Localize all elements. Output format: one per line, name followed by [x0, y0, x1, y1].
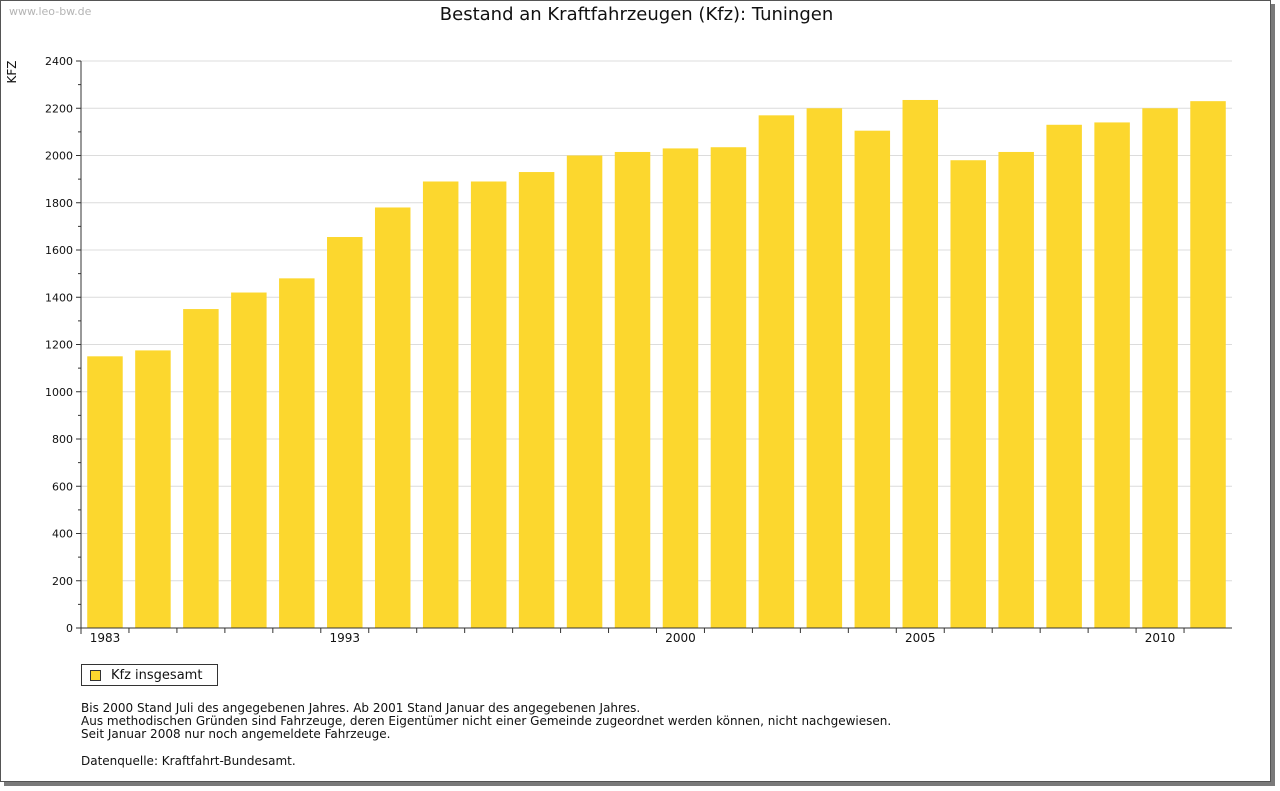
footnote-line: Seit Januar 2008 nur noch angemeldete Fa… — [81, 727, 391, 741]
legend-swatch — [90, 669, 101, 681]
bar — [422, 181, 459, 629]
y-tick-label: 0 — [66, 622, 73, 635]
bars — [87, 99, 1226, 629]
bar — [1190, 101, 1226, 628]
y-tick-label: 800 — [52, 433, 73, 446]
y-tick-label: 2000 — [45, 150, 73, 163]
legend-label: Kfz insgesamt — [111, 667, 203, 683]
x-tick-label: 1983 — [90, 631, 121, 645]
bar — [998, 151, 1034, 628]
footnote-line: Aus methodischen Gründen sind Fahrzeuge,… — [81, 714, 892, 728]
bar — [710, 147, 747, 629]
bar — [135, 350, 171, 628]
y-tick-label: 200 — [52, 575, 73, 588]
bar — [87, 356, 123, 628]
gridlines — [81, 60, 1232, 582]
y-tick-label: 1000 — [45, 386, 73, 399]
footnotes: Bis 2000 Stand Juli des angegebenen Jahr… — [81, 702, 891, 741]
bar — [854, 130, 891, 628]
data-source: Datenquelle: Kraftfahrt-Bundesamt. — [81, 754, 296, 768]
bar — [327, 237, 363, 628]
bar — [758, 115, 795, 629]
bar — [279, 278, 315, 628]
y-tick-label: 1800 — [45, 197, 73, 210]
y-tick-label: 1600 — [45, 244, 73, 257]
bar — [1142, 108, 1178, 628]
x-tick-label: 2000 — [665, 631, 696, 645]
bar — [374, 207, 411, 628]
bar — [231, 292, 267, 628]
y-axis-label: KFZ — [5, 61, 19, 84]
y-tick-label: 400 — [52, 528, 73, 541]
axes: 0 200 400 600 800 1000 1200 1400 1600 1800 2000 220… — [45, 55, 1232, 645]
y-tick-label: 2400 — [45, 55, 73, 68]
x-tick-label: 1993 — [329, 631, 360, 645]
y-tick-label: 2200 — [45, 102, 73, 115]
y-tick-label: 1200 — [45, 339, 73, 352]
x-tick-label: 2010 — [1145, 631, 1176, 645]
watermark: www.leo-bw.de — [9, 5, 92, 18]
bar — [902, 99, 939, 629]
bar — [950, 160, 986, 629]
bar — [183, 309, 219, 628]
bar — [470, 181, 507, 629]
bar — [566, 155, 603, 628]
bar — [1046, 124, 1082, 628]
legend: Kfz insgesamt — [81, 664, 218, 686]
bar — [614, 151, 651, 628]
bar — [1094, 122, 1130, 629]
bar — [806, 108, 843, 628]
chart-title: Bestand an Kraftfahrzeugen (Kfz): Tuning… — [439, 4, 834, 25]
bar — [662, 148, 699, 628]
x-tick-label: 2005 — [905, 631, 936, 645]
bar — [518, 172, 555, 629]
y-tick-label: 600 — [52, 480, 73, 493]
chart-plot: 0 200 400 600 800 1000 1200 1400 1600 1800 2000 220… — [5, 55, 1232, 645]
footnote-line: Bis 2000 Stand Juli des angegebenen Jahr… — [81, 701, 641, 715]
y-tick-label: 1400 — [45, 291, 73, 304]
